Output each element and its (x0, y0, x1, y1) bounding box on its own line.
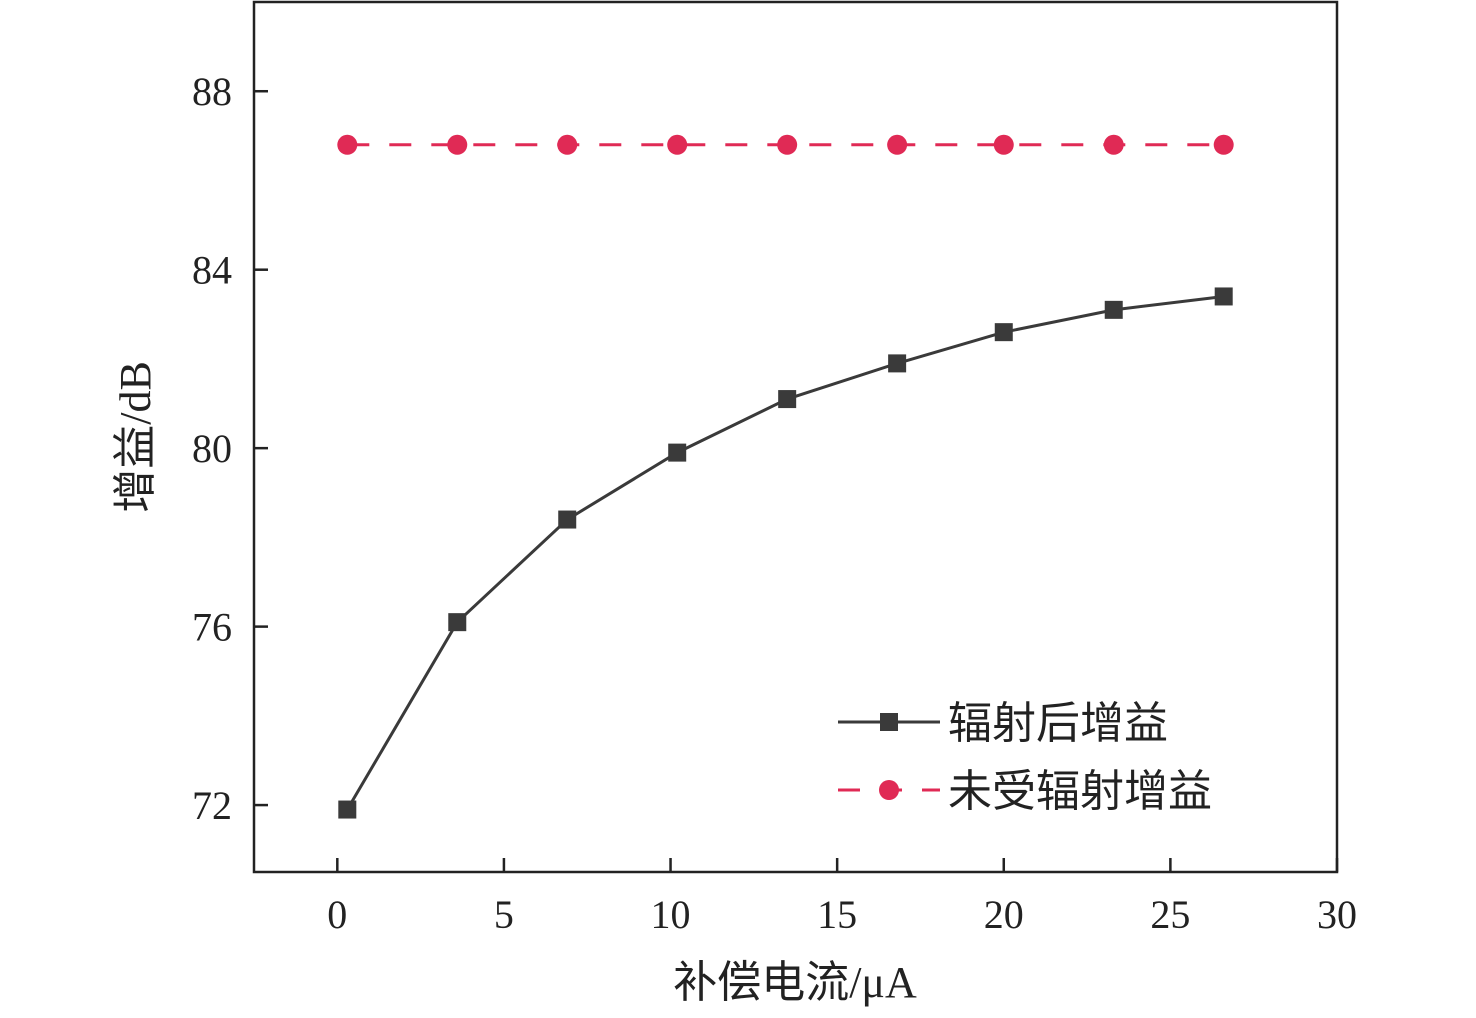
series-2-point (1103, 134, 1124, 155)
y-tick-label: 80 (192, 426, 232, 471)
x-axis-title: 补偿电流/μA (673, 958, 917, 1007)
series-1-point (448, 613, 467, 632)
series-1-point (558, 510, 577, 529)
series-1-point (338, 800, 357, 819)
x-tick-label: 10 (651, 892, 691, 937)
x-tick-label: 30 (1317, 892, 1357, 937)
legend-marker-2 (879, 780, 899, 800)
y-tick-label: 72 (192, 783, 232, 828)
plot-area-frame (252, 0, 1339, 874)
x-axis-ticks: 0 5 10 15 20 25 30 (327, 858, 1357, 937)
y-tick-label: 76 (192, 605, 232, 650)
series-2-point (993, 134, 1014, 155)
series-2-point (447, 134, 468, 155)
legend-label-1: 辐射后增益 (948, 699, 1168, 748)
series-1-point (1214, 287, 1233, 306)
series-2-point (1213, 134, 1234, 155)
series-layer (337, 134, 1234, 819)
series-2-point (887, 134, 908, 155)
x-tick-label: 15 (817, 892, 857, 937)
x-tick-label: 20 (984, 892, 1024, 937)
x-tick-label: 5 (494, 892, 514, 937)
y-axis-title: 增益/dB (111, 361, 160, 513)
y-axis-ticks: 72 76 80 84 88 (192, 69, 268, 828)
series-1-point (668, 443, 687, 462)
series-2-point (557, 134, 578, 155)
x-tick-label: 25 (1150, 892, 1190, 937)
series-2-point (777, 134, 798, 155)
series-1-point (1104, 300, 1123, 319)
y-tick-label: 88 (192, 69, 232, 114)
series-2-point (667, 134, 688, 155)
series-1-point (888, 354, 907, 373)
legend-label-2: 未受辐射增益 (948, 767, 1212, 816)
series-1-point (778, 390, 797, 409)
series-2-point (337, 134, 358, 155)
legend-marker-1 (880, 713, 898, 731)
x-tick-label: 0 (327, 892, 347, 937)
series-1-point (994, 323, 1013, 342)
y-tick-label: 84 (192, 248, 232, 293)
